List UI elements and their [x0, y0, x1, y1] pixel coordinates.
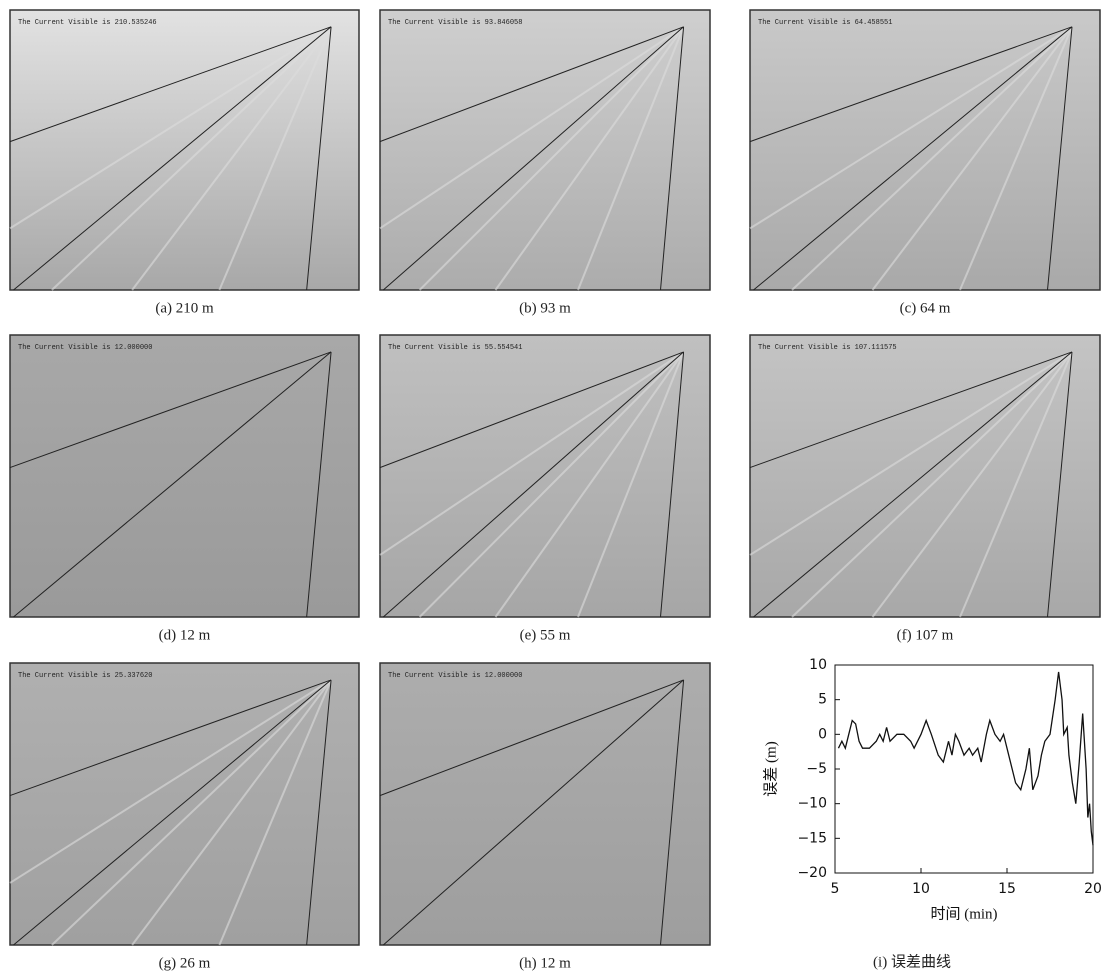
guide-line [749, 351, 1073, 469]
lane-line [418, 351, 685, 618]
lane-line [218, 26, 333, 291]
photo-background [9, 9, 360, 291]
photo-background [379, 662, 711, 946]
caption: (e) 55 m [520, 627, 571, 643]
caption: (g) 26 m [159, 955, 211, 971]
y-tick-label: −5 [806, 761, 827, 777]
guide-line [753, 351, 1073, 618]
y-tick-label: 10 [809, 657, 827, 673]
lane-line [749, 351, 1073, 556]
lane-line [871, 351, 1073, 618]
overlay-text: The Current Visible is 55.554541 [388, 344, 522, 352]
caption: (d) 12 m [159, 627, 211, 643]
lane-line [791, 26, 1073, 291]
caption: (i) 误差曲线 [873, 953, 951, 970]
guide-line [660, 679, 685, 946]
lane-line [959, 351, 1073, 618]
lane-line [418, 26, 685, 291]
photo: The Current Visible is 64.458551 [749, 9, 1101, 291]
guide-line [379, 26, 684, 143]
x-tick-label: 15 [998, 881, 1016, 897]
photo: The Current Visible is 210.535246 [9, 9, 360, 291]
guide-line [379, 351, 684, 469]
photo-background [9, 334, 360, 618]
guide-line [382, 26, 684, 291]
lane-line [131, 679, 332, 946]
x-tick-label: 5 [831, 881, 840, 897]
x-tick-label: 10 [912, 881, 930, 897]
guide-line [306, 351, 332, 618]
guide-line [660, 26, 685, 291]
overlay-text: The Current Visible is 12.000000 [388, 672, 522, 680]
plot-frame [834, 664, 1094, 874]
photo-background [749, 9, 1101, 291]
photo: The Current Visible is 93.846058 [379, 9, 711, 291]
y-tick-label: 5 [818, 692, 827, 708]
photo-background [379, 334, 711, 618]
photo: The Current Visible is 55.554541 [379, 334, 711, 618]
guide-line [749, 26, 1073, 143]
caption: (c) 64 m [900, 300, 951, 316]
overlay-text: The Current Visible is 64.458551 [758, 19, 892, 27]
lane-line [218, 679, 333, 946]
photo: The Current Visible is 107.111575 [749, 334, 1101, 618]
lane-line [494, 26, 685, 291]
caption: (a) 210 m [155, 300, 214, 316]
y-tick-label: −15 [797, 830, 827, 846]
guide-line [1047, 26, 1073, 291]
guide-line [1047, 351, 1073, 618]
y-tick-label: 0 [818, 726, 827, 742]
y-tick-label: −10 [797, 796, 827, 812]
lane-line [577, 351, 685, 618]
photo: The Current Visible is 25.337620 [9, 662, 360, 946]
guide-line [9, 679, 332, 797]
lane-line [577, 26, 685, 291]
overlay-text: The Current Visible is 25.337620 [18, 672, 152, 680]
lane-line [749, 25, 1073, 230]
guide-line [660, 351, 685, 618]
lane-line [791, 351, 1073, 618]
guide-line [13, 26, 332, 291]
x-axis-label: 时间 (min) [930, 905, 997, 922]
y-axis-label: 误差 (m) [762, 741, 779, 796]
guide-line [9, 351, 332, 469]
overlay-text: The Current Visible is 93.846058 [388, 19, 522, 27]
lane-line [379, 351, 685, 556]
lane-line [379, 25, 685, 230]
photo-background [749, 334, 1101, 618]
lane-line [9, 679, 332, 884]
photo: The Current Visible is 12.000000 [9, 334, 360, 618]
guide-line [9, 26, 332, 143]
caption: (b) 93 m [519, 300, 571, 316]
lane-line [51, 26, 332, 291]
guide-line [13, 679, 332, 946]
y-tick-label: −20 [797, 865, 827, 881]
lane-line [131, 26, 332, 291]
lane-line [9, 25, 332, 230]
x-tick-label: 20 [1084, 881, 1102, 897]
caption: (f) 107 m [897, 627, 954, 643]
lane-line [871, 26, 1073, 291]
caption: (h) 12 m [519, 955, 571, 971]
lane-line [494, 351, 685, 618]
guide-line [306, 26, 332, 291]
lane-line [959, 26, 1073, 291]
guide-line [379, 679, 684, 797]
photo: The Current Visible is 12.000000 [379, 662, 711, 946]
guide-line [13, 351, 332, 618]
guide-line [753, 26, 1073, 291]
overlay-text: The Current Visible is 107.111575 [758, 344, 897, 352]
photo-background [9, 662, 360, 946]
guide-line [382, 351, 684, 618]
error-line [837, 671, 1094, 846]
guide-line [306, 679, 332, 946]
photo-background [379, 9, 711, 291]
overlay-text: The Current Visible is 12.000000 [18, 344, 152, 352]
lane-line [51, 679, 332, 946]
overlay-text: The Current Visible is 210.535246 [18, 19, 157, 27]
guide-line [382, 679, 684, 946]
